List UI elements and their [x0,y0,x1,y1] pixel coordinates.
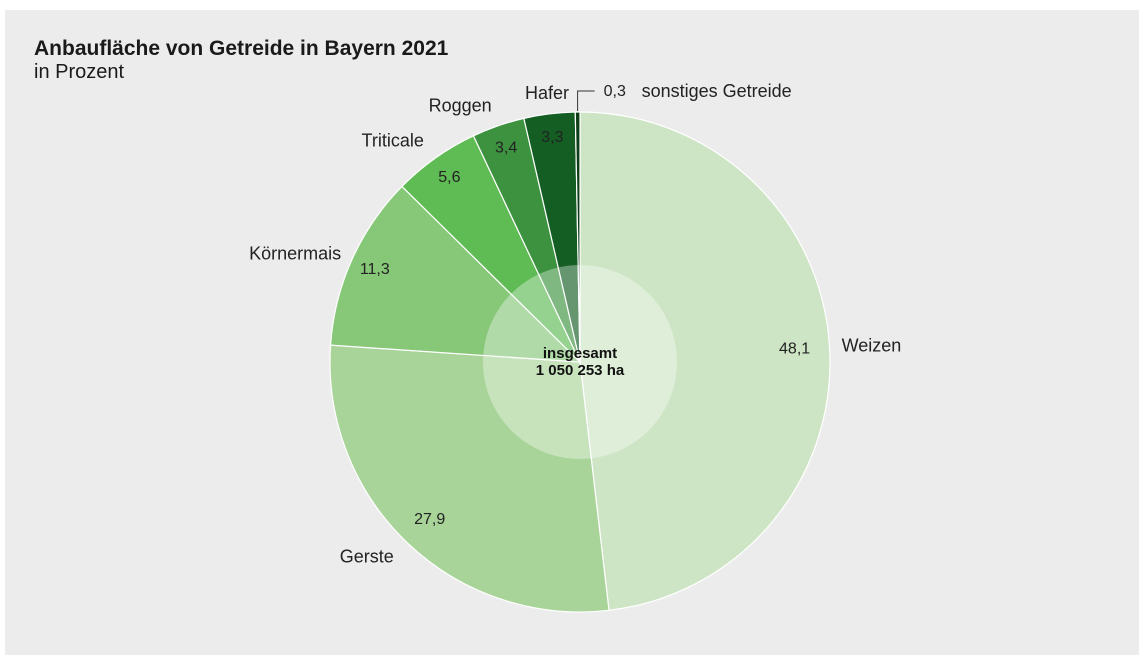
value-label-hafer: 3,3 [541,129,563,146]
value-label-triticale: 5,6 [438,169,460,186]
category-label-roggen: Roggen [429,96,492,116]
center-circle [483,265,677,459]
pie-slices [329,111,831,613]
chart-subtitle: in Prozent [34,61,125,83]
category-label-hafer: Hafer [525,83,569,103]
center-label-total: insgesamt [543,345,617,362]
category-label-sonstiges-getreide: sonstiges Getreide [642,81,792,101]
value-label-sonstiges-getreide: 0,3 [604,83,626,100]
category-label-weizen: Weizen [842,336,902,356]
chart-title: Anbaufläche von Getreide in Bayern 2021 [34,37,449,60]
category-label-koernermais: Körnermais [249,243,341,263]
pie-slice-koernermais [329,185,582,363]
center-label-area: 1 050 253 ha [536,362,625,379]
value-label-gerste: 27,9 [414,511,445,528]
value-label-koernermais: 11,3 [360,261,390,278]
value-label-weizen: 48,1 [779,341,810,358]
category-label-gerste: Gerste [340,546,394,566]
leader-line-sonstiges-getreide [577,90,595,111]
pie-slice-sonstiges-getreide [574,111,581,363]
pie-slice-gerste [329,344,610,613]
pie-labels: 48,1 Weizen 27,9 Gerste 11,3 Körnermais 5,6 Tri… [249,81,901,567]
value-label-roggen: 3,4 [495,140,517,157]
pie-slice-weizen [579,111,831,611]
category-label-triticale: Triticale [362,130,424,150]
